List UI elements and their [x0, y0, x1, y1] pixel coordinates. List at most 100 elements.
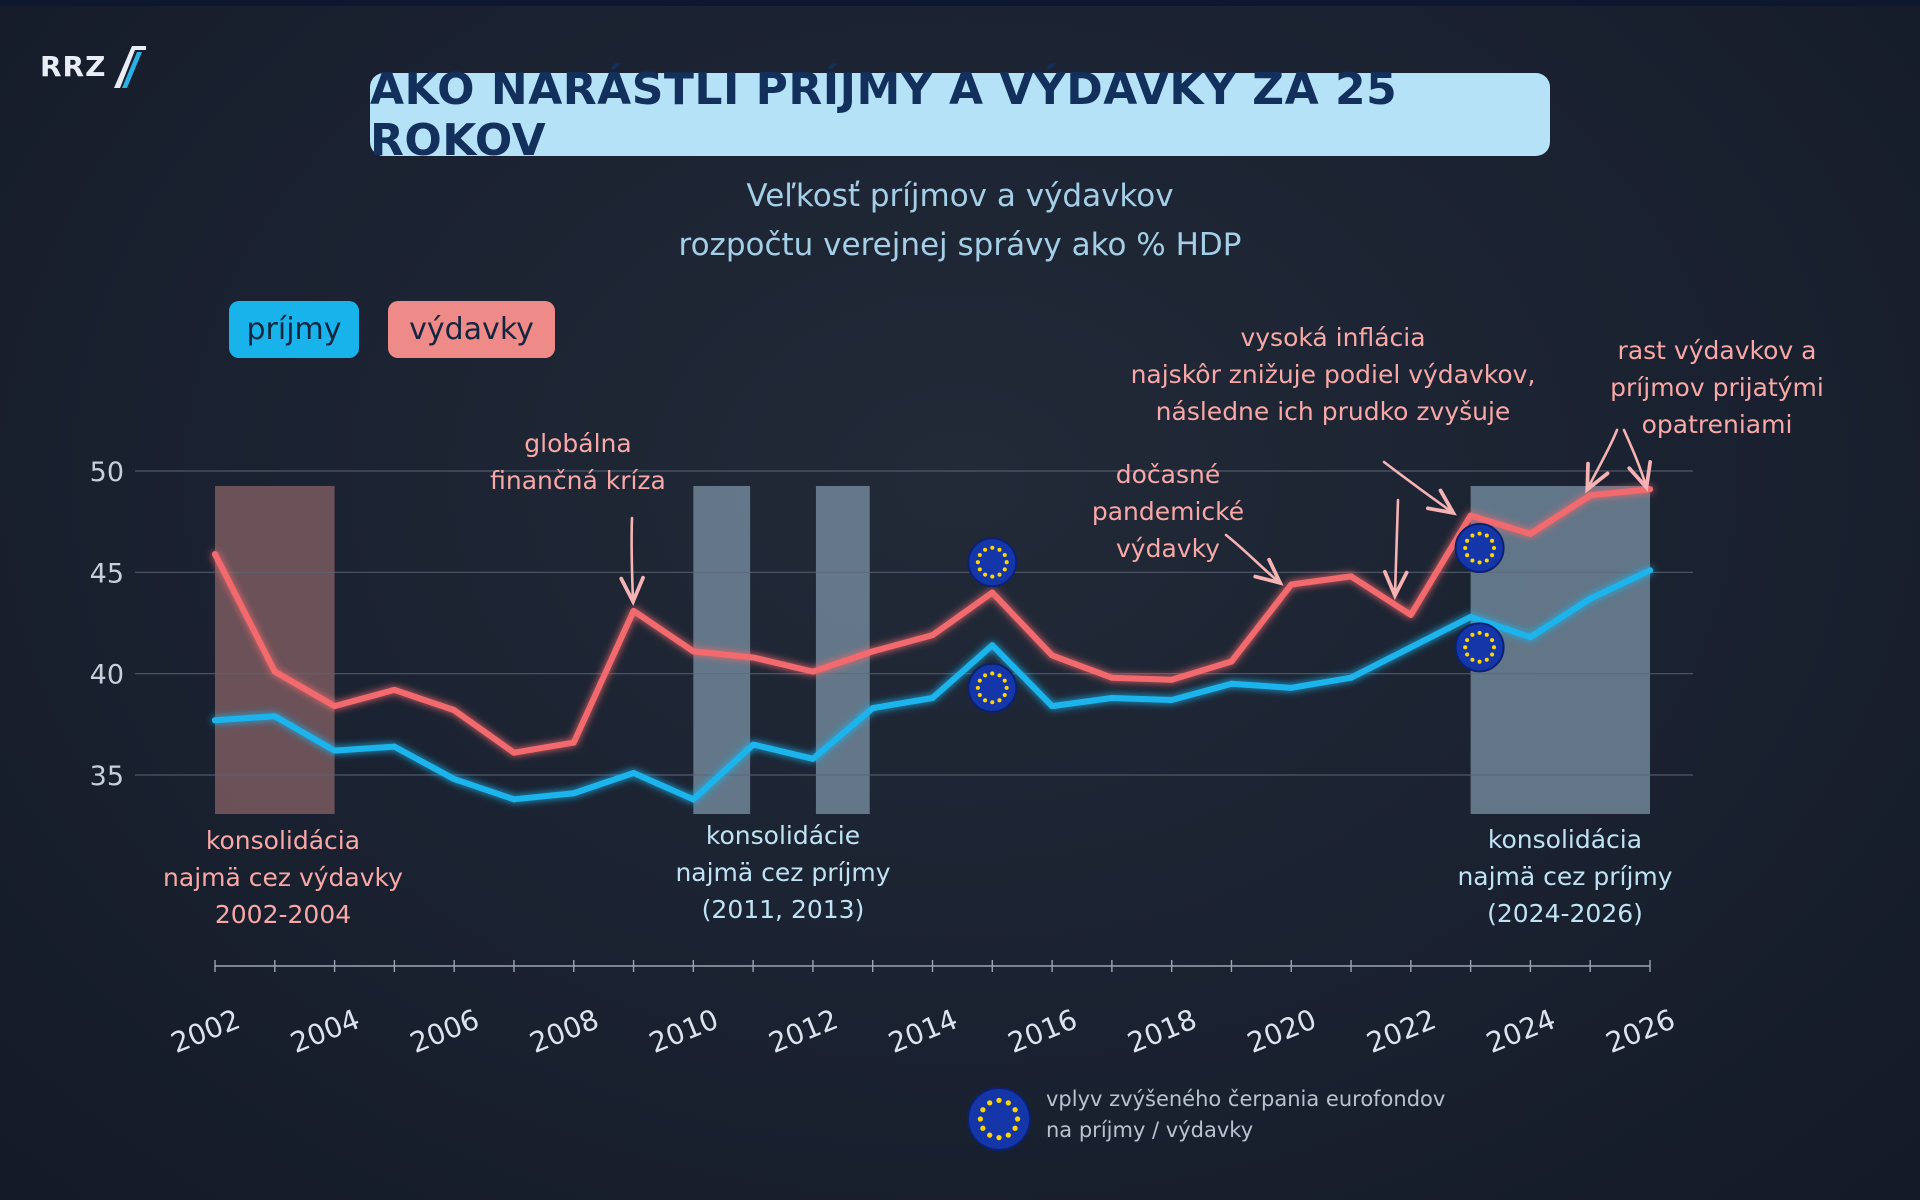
- eu-star: [1490, 652, 1495, 657]
- eu-star: [1484, 558, 1489, 563]
- eu-star: [1465, 538, 1470, 543]
- eu-star: [975, 685, 980, 690]
- data-point: [630, 607, 637, 614]
- data-point: [929, 694, 936, 701]
- x-tick-label: 2010: [645, 1003, 723, 1060]
- annotation-line: 2002-2004: [215, 900, 351, 929]
- data-point: [1049, 652, 1056, 659]
- x-tick-label: 2004: [286, 1003, 364, 1060]
- legend-expenditure: výdavky: [388, 301, 555, 358]
- data-point: [1527, 634, 1534, 641]
- annotation-line: vysoká inflácia: [1240, 323, 1425, 352]
- annotation-line: globálna: [524, 429, 631, 458]
- annotation-line: (2011, 2013): [702, 895, 865, 924]
- eu-star: [1490, 638, 1495, 643]
- annotation-line: (2024-2026): [1487, 899, 1643, 928]
- data-point: [1587, 492, 1594, 499]
- data-point: [1049, 703, 1056, 710]
- annotation-3: rast výdavkov a príjmov prijatými opatreni…: [1610, 336, 1824, 439]
- x-tick-label: 2008: [525, 1003, 603, 1060]
- eu-flag-icon: [967, 1087, 1031, 1151]
- eu-star: [987, 1132, 993, 1138]
- eu-star: [1477, 560, 1482, 565]
- data-point: [1407, 611, 1414, 618]
- legend-expenditure-label: výdavky: [409, 312, 534, 347]
- data-point: [1168, 676, 1175, 683]
- data-point: [1108, 674, 1115, 681]
- data-point: [391, 686, 398, 693]
- eu-flag-disc: [1454, 523, 1505, 574]
- data-point: [271, 668, 278, 675]
- eu-flag-disc: [1454, 622, 1505, 673]
- x-tick-label: 2006: [405, 1003, 483, 1060]
- data-point: [212, 717, 218, 724]
- data-point: [570, 739, 577, 746]
- top-bar: [0, 0, 1920, 6]
- eu-star: [990, 545, 995, 550]
- annotation-arrow-0: [619, 516, 645, 606]
- eu-flag-disc: [967, 662, 1018, 713]
- eu-legend-text: vplyv zvýšeného čerpania eurofondov na p…: [1046, 1084, 1445, 1146]
- data-point: [989, 642, 996, 649]
- annotation-arrow-3: [1382, 498, 1409, 600]
- eu-star: [990, 700, 995, 705]
- x-tick-label: 2022: [1362, 1003, 1440, 1060]
- annotation-line: následne ich prudko zvyšuje: [1156, 397, 1511, 426]
- eu-star: [987, 1100, 993, 1106]
- data-point: [510, 749, 517, 756]
- data-point: [1228, 680, 1235, 687]
- data-point: [451, 707, 458, 714]
- annotation-arrow-5: [1622, 428, 1653, 492]
- eu-star: [1014, 1116, 1021, 1122]
- eu-star: [1491, 645, 1497, 650]
- annotation-line: príjmov prijatými: [1610, 373, 1824, 402]
- eu-star: [983, 572, 988, 577]
- eu-star: [996, 1134, 1002, 1141]
- eu-flag-icon: [1454, 622, 1505, 673]
- eu-star: [1002, 552, 1007, 558]
- legend-revenue-label: príjmy: [246, 312, 342, 347]
- eu-star: [1465, 652, 1470, 657]
- eu-star: [1477, 531, 1482, 536]
- annotation-line: pandemické: [1092, 497, 1244, 526]
- eu-star: [1465, 638, 1470, 643]
- data-point: [690, 796, 697, 803]
- eu-star: [1484, 533, 1489, 538]
- data-point: [1647, 567, 1653, 574]
- eu-star: [1490, 538, 1495, 543]
- annotation-line: najmä cez výdavky: [163, 863, 403, 892]
- annotations: globálna finančná kríza dočasné pandemické v…: [163, 323, 1824, 929]
- annotation-line: finančná kríza: [490, 466, 666, 495]
- eu-star: [1012, 1107, 1018, 1113]
- subtitle-line-1: Veľkosť príjmov a výdavkov: [746, 178, 1174, 214]
- data-point: [510, 796, 517, 803]
- annotation-line: konsolidácie: [706, 821, 860, 850]
- x-tick-label: 2012: [764, 1003, 842, 1060]
- eu-star: [983, 673, 988, 678]
- eu-star: [1490, 553, 1495, 558]
- data-point: [1467, 512, 1474, 519]
- eu-star: [1005, 1100, 1011, 1106]
- data-point: [750, 741, 757, 748]
- annotation-line: dočasné: [1116, 460, 1220, 489]
- annotation-6: konsolidácia najmä cez príjmy (2024-2026): [1457, 825, 1672, 928]
- annotation-arrow-2: [1382, 460, 1457, 516]
- eu-star: [1484, 657, 1489, 662]
- eu-star: [997, 673, 1002, 678]
- eu-star: [990, 574, 995, 579]
- eu-star: [1470, 632, 1475, 637]
- annotation-arrow-1: [1224, 533, 1284, 586]
- eu-star: [1477, 659, 1482, 664]
- annotation-5: konsolidácie najmä cez príjmy (2011, 2013): [675, 821, 890, 924]
- data-point: [1288, 581, 1295, 588]
- annotation-line: najskôr znižuje podiel výdavkov,: [1131, 360, 1536, 389]
- x-tick-label: 2018: [1123, 1003, 1201, 1060]
- annotation-arrow-4: [1585, 428, 1619, 494]
- data-point: [212, 551, 218, 558]
- eu-star: [990, 671, 995, 676]
- eu-star: [977, 552, 982, 558]
- data-point: [451, 776, 458, 783]
- annotation-line: konsolidácia: [206, 826, 360, 855]
- eu-star: [997, 547, 1002, 552]
- shaded-period-2: [815, 486, 870, 814]
